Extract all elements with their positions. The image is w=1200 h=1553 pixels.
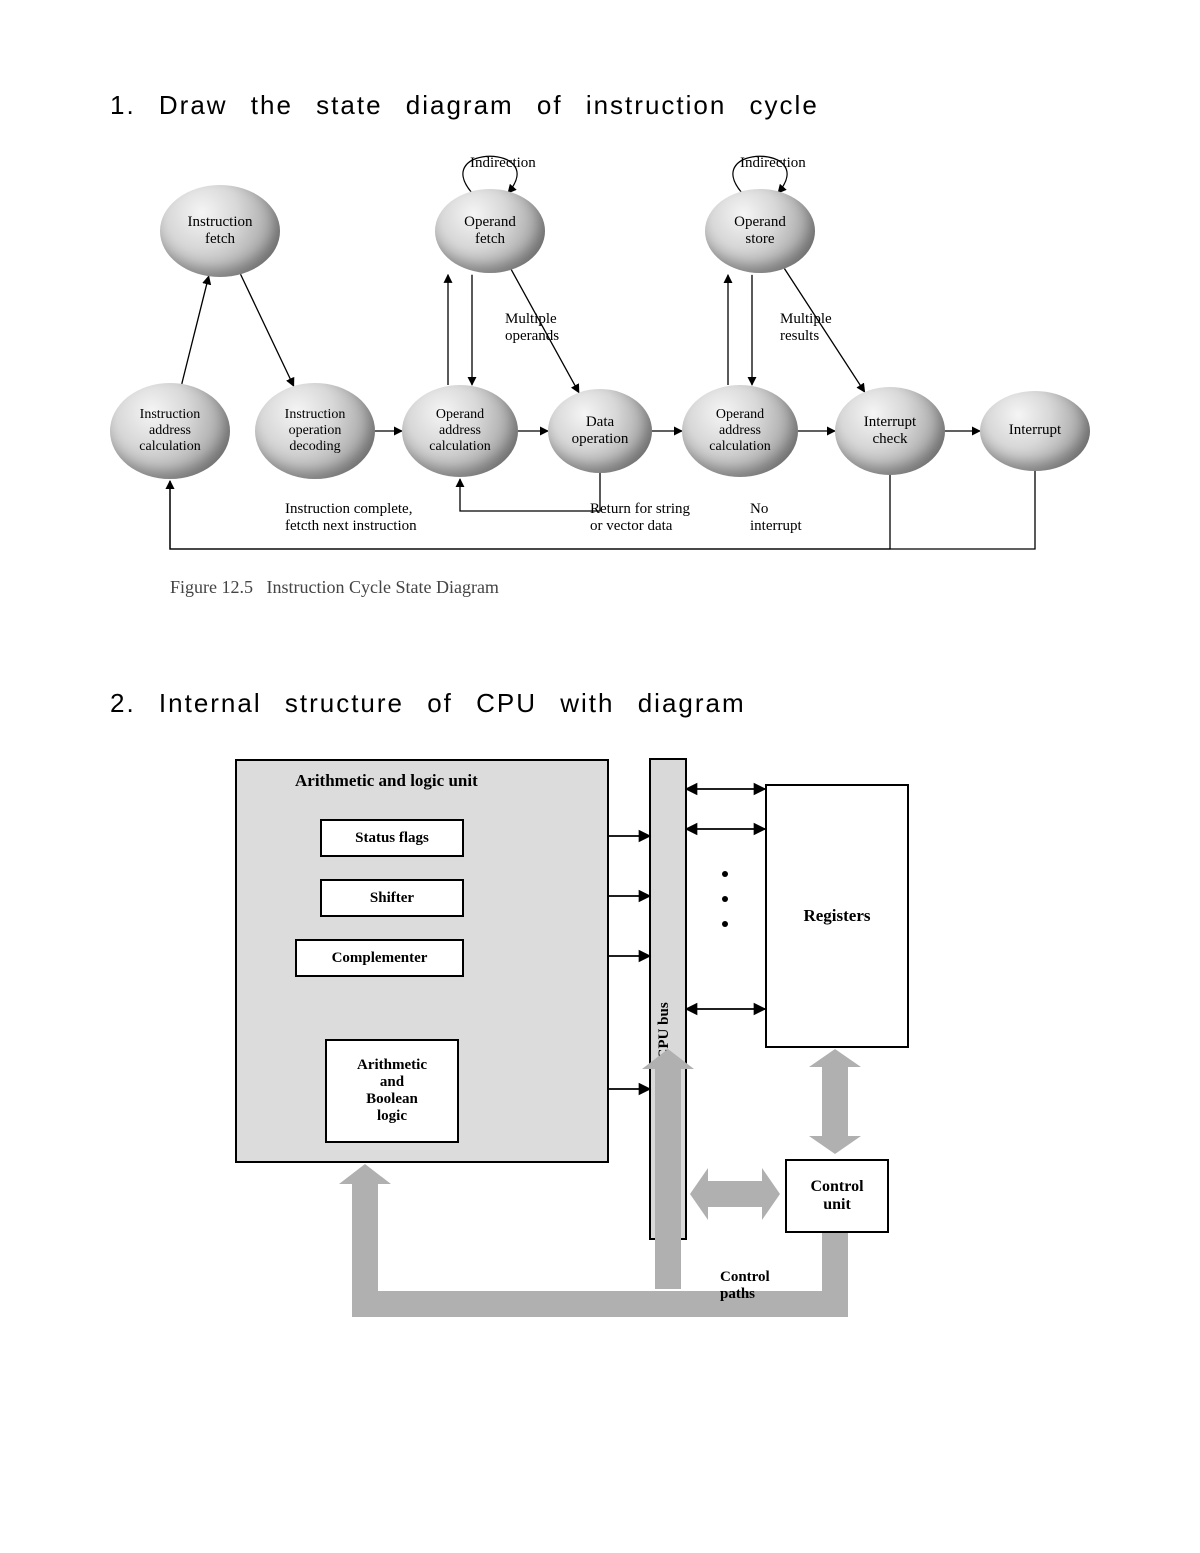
- diagram1-label: Multipleoperands: [505, 311, 559, 345]
- heading-1: 1. Draw the state diagram of instruction…: [110, 90, 1100, 121]
- caption-text: Instruction Cycle State Diagram: [267, 577, 499, 597]
- block-reg: Registers: [765, 784, 909, 1048]
- diagram1-label: Indirection: [740, 155, 806, 172]
- block-cm: Complementer: [295, 939, 464, 977]
- block-sf: Status flags: [320, 819, 464, 857]
- figure-caption: Figure 12.5 Instruction Cycle State Diag…: [170, 577, 1100, 598]
- state-oac2: Operandaddresscalculation: [682, 385, 798, 477]
- state-if: Instructionfetch: [160, 185, 280, 277]
- diagram1-label: Indirection: [470, 155, 536, 172]
- block-abl: ArithmeticandBooleanlogic: [325, 1039, 459, 1143]
- instruction-cycle-diagram: Instructionfetch Operandfetch Operandstore…: [100, 151, 1100, 571]
- state-of: Operandfetch: [435, 189, 545, 273]
- diagram1-label: Return for stringor vector data: [590, 501, 690, 535]
- block-sh: Shifter: [320, 879, 464, 917]
- state-int: Interrupt: [980, 391, 1090, 471]
- diagram1-label: Instruction complete,fetcth next instruc…: [285, 501, 417, 535]
- state-iac: Instructionaddresscalculation: [110, 383, 230, 479]
- state-iod: Instructionoperationdecoding: [255, 383, 375, 479]
- heading-2: 2. Internal structure of CPU with diagra…: [110, 688, 1100, 719]
- diagram1-label: Nointerrupt: [750, 501, 802, 535]
- state-do: Dataoperation: [548, 389, 652, 473]
- state-os: Operandstore: [705, 189, 815, 273]
- cpu-structure-diagram: Internal CPU bus Arithmetic and logic un…: [175, 749, 955, 1349]
- block-cu: Controlunit: [785, 1159, 889, 1233]
- alu-title: Arithmetic and logic unit: [295, 771, 478, 791]
- state-chk: Interruptcheck: [835, 387, 945, 475]
- control-paths-label: Controlpaths: [720, 1269, 770, 1303]
- diagram1-label: Multipleresults: [780, 311, 832, 345]
- state-oac1: Operandaddresscalculation: [402, 385, 518, 477]
- caption-prefix: Figure 12.5: [170, 577, 253, 597]
